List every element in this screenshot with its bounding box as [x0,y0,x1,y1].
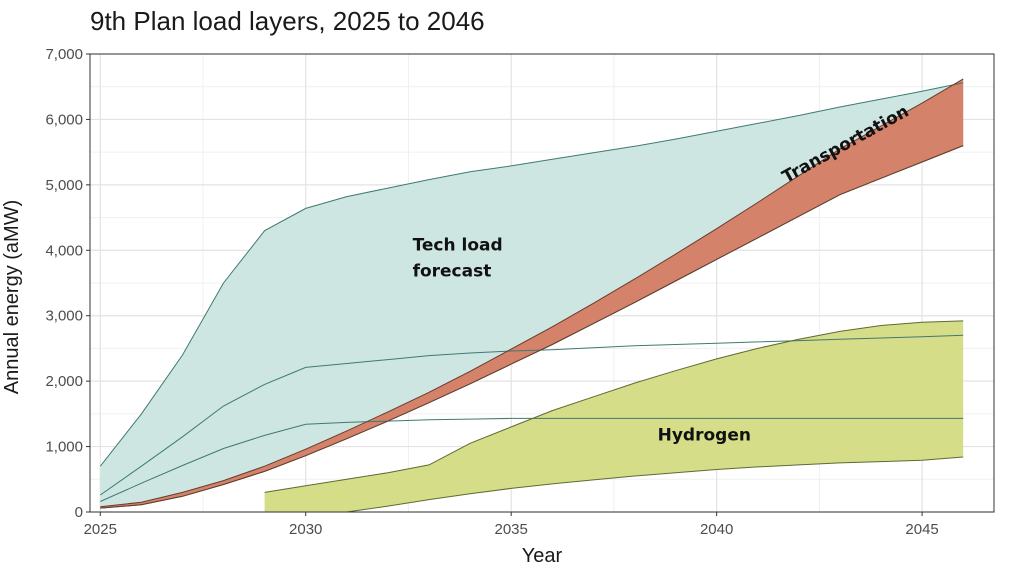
area-series [100,78,964,512]
transportation-upper-line [100,78,964,508]
x-tick-label: 2030 [289,521,322,538]
tech-load-forecast-scenario-line [100,334,964,496]
series-lines [99,78,964,513]
y-tick-label: 3,000 [45,308,83,325]
hydrogen-area [264,320,964,512]
x-tick-label: 2025 [84,521,117,538]
tech-load-forecast-label: Tech load forecast [413,235,503,281]
tech-load-forecast-upper-line [99,82,964,467]
x-axis: 2025 2030 2035 2040 2045 [84,512,939,538]
y-tick-label: 0 [75,504,83,521]
x-tick-label: 2035 [494,521,527,538]
transportation-lower-line [100,145,964,509]
plot-panel [89,53,995,513]
y-axis-title: Annual energy (aMW) [1,200,23,395]
x-axis-title: Year [522,545,563,567]
y-tick-label: 5,000 [45,177,83,194]
x-tick-label: 2040 [700,521,733,538]
panel-border [89,53,995,513]
y-tick-label: 6,000 [45,111,83,128]
y-tick-label: 4,000 [45,242,83,259]
y-tick-label: 2,000 [45,373,83,390]
hydrogen-upper-line [264,320,964,493]
x-tick-label: 2045 [905,521,938,538]
hydrogen-label: Hydrogen [658,426,751,446]
tech-load-forecast-area [100,82,964,509]
hydrogen-lower-line [264,456,964,513]
y-tick-label: 1,000 [45,439,83,456]
chart-title: 9th Plan load layers, 2025 to 2046 [90,6,485,36]
y-axis: 0 1,000 2,000 3,000 4,000 5,000 6,000 7,000 [45,46,90,521]
y-tick-label: 7,000 [45,46,83,63]
